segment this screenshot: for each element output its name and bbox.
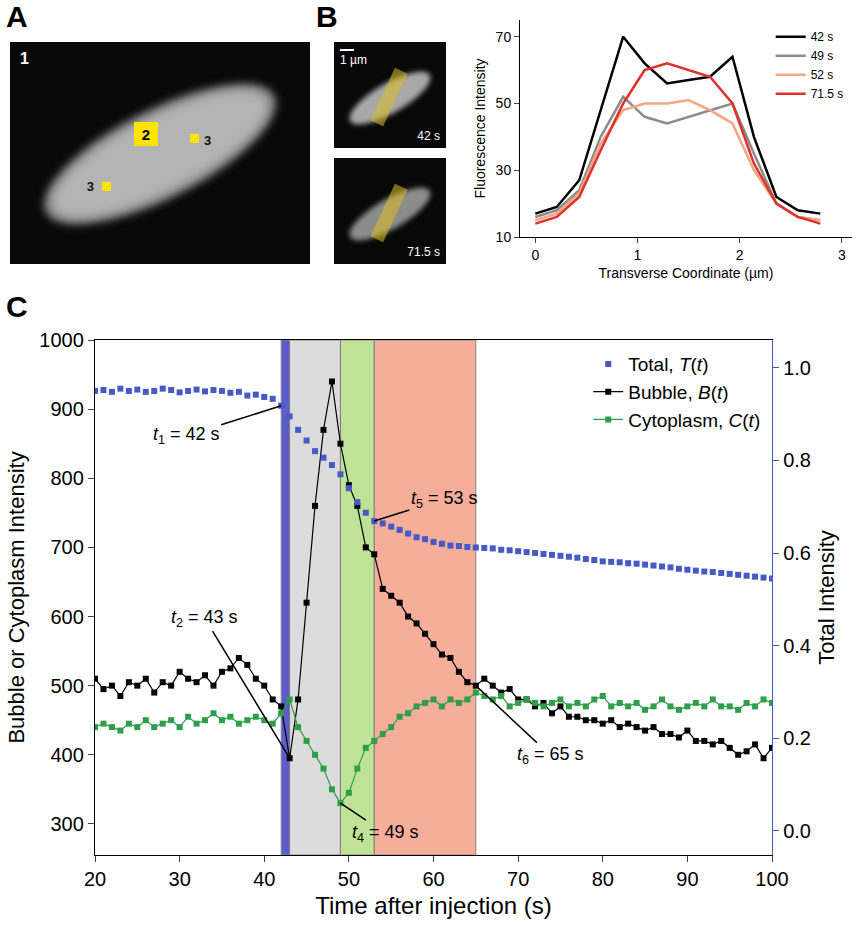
svg-text:Bubble, B(t): Bubble, B(t): [628, 382, 728, 403]
svg-text:t​5​ = 53 s: t​5​ = 53 s: [411, 488, 478, 511]
svg-text:0.0: 0.0: [783, 820, 811, 842]
svg-text:700: 700: [50, 536, 83, 558]
svg-text:50: 50: [496, 95, 512, 111]
svg-text:Bubble or Cytoplasm Intensity: Bubble or Cytoplasm Intensity: [4, 451, 29, 743]
svg-text:0: 0: [531, 247, 539, 263]
svg-text:300: 300: [50, 813, 83, 835]
svg-text:2: 2: [736, 247, 744, 263]
svg-text:3: 3: [87, 179, 94, 194]
svg-text:1000: 1000: [39, 329, 84, 351]
svg-text:t​1​ = 42 s: t​1​ = 42 s: [153, 424, 220, 447]
svg-text:30: 30: [496, 162, 512, 178]
svg-text:42 s: 42 s: [417, 129, 440, 143]
svg-text:40: 40: [253, 868, 275, 890]
svg-text:600: 600: [50, 606, 83, 628]
svg-text:Total, T(t): Total, T(t): [628, 354, 708, 375]
svg-text:70: 70: [496, 29, 512, 45]
svg-text:0.4: 0.4: [783, 635, 811, 657]
svg-text:Cytoplasm, C(t): Cytoplasm, C(t): [628, 410, 760, 431]
svg-text:3: 3: [838, 247, 846, 263]
svg-text:20: 20: [84, 868, 106, 890]
svg-text:800: 800: [50, 467, 83, 489]
svg-text:71.5 s: 71.5 s: [407, 245, 440, 259]
svg-text:52 s: 52 s: [811, 68, 834, 82]
svg-text:Transverse Coordinate (µm): Transverse Coordinate (µm): [599, 265, 774, 281]
svg-text:Total Intensity: Total Intensity: [814, 530, 839, 665]
svg-text:80: 80: [592, 868, 614, 890]
html-text:A: A: [6, 0, 28, 33]
svg-text:900: 900: [50, 398, 83, 420]
svg-text:70: 70: [507, 868, 529, 890]
svg-text:t​4​ = 49 s: t​4​ = 49 s: [352, 822, 419, 845]
svg-text:0.6: 0.6: [783, 542, 811, 564]
svg-text:42 s: 42 s: [811, 30, 834, 44]
svg-text:90: 90: [676, 868, 698, 890]
svg-text:1: 1: [634, 247, 642, 263]
svg-text:30: 30: [169, 868, 191, 890]
svg-text:t​2​ = 43 s: t​2​ = 43 s: [171, 607, 238, 630]
svg-text:10: 10: [496, 229, 512, 245]
svg-text:500: 500: [50, 675, 83, 697]
svg-text:400: 400: [50, 744, 83, 766]
svg-text:1: 1: [20, 50, 29, 67]
svg-text:Time after injection (s): Time after injection (s): [315, 892, 552, 919]
svg-text:1 µm: 1 µm: [340, 53, 367, 67]
html-text:B: B: [316, 0, 338, 33]
svg-text:49 s: 49 s: [811, 49, 834, 63]
svg-text:2: 2: [142, 126, 150, 143]
html-text:C: C: [6, 290, 28, 323]
svg-text:3: 3: [204, 133, 211, 148]
svg-text:71.5 s: 71.5 s: [811, 87, 844, 101]
svg-text:Fluorescence Intensity: Fluorescence Intensity: [472, 58, 488, 198]
svg-text:0.2: 0.2: [783, 727, 811, 749]
svg-text:t​6​ = 65 s: t​6​ = 65 s: [517, 744, 584, 767]
svg-text:100: 100: [755, 868, 788, 890]
svg-text:50: 50: [338, 868, 360, 890]
svg-text:0.8: 0.8: [783, 449, 811, 471]
svg-text:60: 60: [422, 868, 444, 890]
svg-text:1.0: 1.0: [783, 357, 811, 379]
